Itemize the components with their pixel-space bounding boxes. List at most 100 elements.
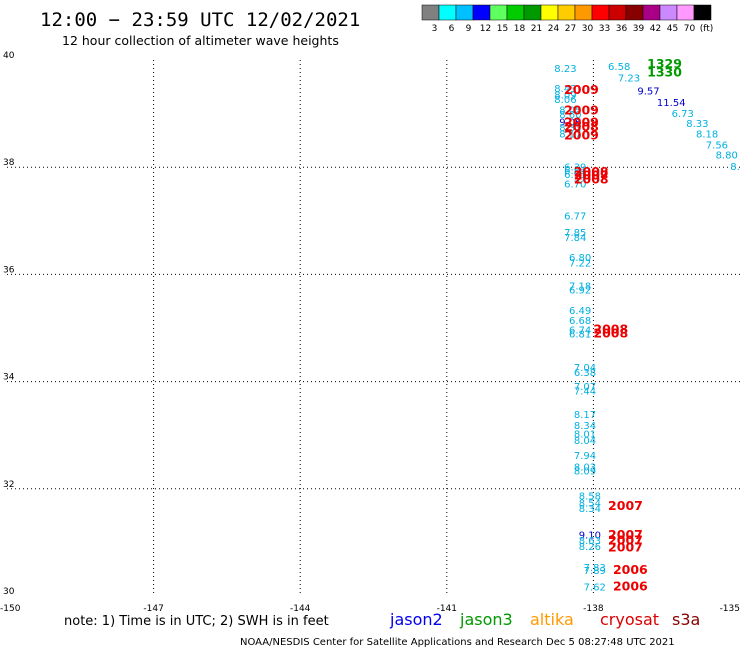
swh-value: 6.81 (564, 166, 586, 177)
swh-value: 8.17 (574, 410, 596, 421)
grid-lines (7, 60, 740, 596)
swh-value: 6.91 (564, 170, 586, 181)
swh-value: 9.57 (637, 86, 659, 97)
swh-values: 8.23 6.587.239.5711.546.738.338.187.568.8… (554, 62, 740, 593)
swh-value: 7.84 (564, 233, 586, 244)
pass-time-label: 2008 (574, 164, 609, 179)
pass-time-labels: 1329133013302009200920092008200920082007… (564, 56, 682, 594)
pass-time-label: 2007 (608, 498, 643, 513)
swh-value: 8.01 (574, 429, 596, 440)
pass-time-label: 1330 (647, 65, 682, 80)
colorbar-label: 6 (449, 24, 455, 34)
pass-time-label: 2007 (574, 168, 609, 183)
pass-time-label: 2007 (608, 533, 643, 548)
swh-value: 8.33 (686, 119, 708, 130)
swh-value: 6.70 (564, 180, 586, 191)
swh-value: 8.09 (554, 91, 576, 102)
swh-value: 6.39 (564, 162, 586, 173)
colorbar-swatch (693, 4, 712, 21)
x-tick-label: -138 (583, 604, 604, 614)
swh-value: 7.44 (574, 386, 596, 397)
x-tick-label: -150 (0, 604, 21, 614)
swh-value: 8.43 (554, 84, 576, 95)
swh-value: 8.63 (579, 536, 601, 547)
colorbar-label: 24 (548, 24, 560, 34)
swh-value: 7.62 (584, 583, 606, 594)
swh-value: 8.26 (579, 542, 601, 553)
colorbar-swatch (608, 4, 627, 21)
pass-time-label: 2008 (574, 171, 609, 186)
colorbar-swatch (625, 4, 644, 21)
colorbar-label: 70 (684, 24, 696, 34)
swh-value: 7.56 (706, 140, 728, 151)
swh-value: 7.18 (569, 281, 591, 292)
x-tick-label: -135 (720, 604, 740, 614)
colorbar-swatch (472, 4, 491, 21)
swh-value: 6.58 (608, 62, 630, 73)
pass-time-label: 2006 (613, 579, 648, 594)
credit-line: NOAA/NESDIS Center for Satellite Applica… (240, 637, 675, 648)
swh-value: 8.80 (716, 151, 738, 162)
colorbar-label: 18 (514, 24, 526, 34)
colorbar-swatch (642, 4, 661, 21)
colorbar-swatch (540, 4, 559, 21)
swh-value: 6.38 (574, 368, 596, 379)
x-tick-label: -147 (143, 604, 163, 614)
chart-title: 12:00 − 23:59 UTC 12/02/2021 (40, 9, 360, 31)
swh-value: 9.10 (579, 531, 601, 542)
colorbar-label: 21 (531, 24, 542, 34)
x-tick-label: -141 (437, 604, 457, 614)
swh-value: 7.23 (618, 73, 640, 84)
colorbar-label: 12 (480, 24, 491, 34)
swh-value: 7.04 (574, 363, 596, 374)
swh-value: 7.22 (569, 258, 591, 269)
axis-tick-labels: 30 32 34 36 38 40 -150 -147 -144 -141 -138 -135 (0, 51, 740, 614)
swh-value: 7.85 (564, 228, 586, 239)
swh-value: 6.92 (569, 286, 591, 297)
pass-time-label: 2008 (593, 321, 628, 336)
pass-time-label: 2007 (608, 527, 643, 542)
swh-value: 8.17 (559, 130, 581, 141)
y-tick-label: 38 (3, 158, 15, 168)
swh-value: 8.09 (574, 466, 596, 477)
swh-value: 9.06 (559, 117, 581, 128)
y-tick-label: 32 (3, 480, 14, 490)
swh-value: 6.73 (672, 109, 694, 120)
pass-time-label: 2009 (564, 82, 599, 97)
colorbar-label: 36 (616, 24, 628, 34)
swh-value: 8.60 (559, 110, 581, 121)
swh-value: 8.58 (579, 492, 601, 503)
colorbar-swatch (591, 4, 610, 21)
mission-label-s3a: s3a (672, 610, 700, 629)
y-tick-label: 40 (3, 51, 15, 61)
swh-value: 8.34 (579, 504, 601, 515)
swh-value: 7.94 (574, 451, 596, 462)
colorbar-label: 30 (582, 24, 594, 34)
mission-label-cryosat: cryosat (600, 610, 659, 629)
swh-value: 6.81 (569, 330, 591, 341)
colorbar-label: 15 (497, 24, 508, 34)
colorbar-swatch (557, 4, 576, 21)
colorbar-swatch (676, 4, 695, 21)
colorbar-swatch (506, 4, 525, 21)
colorbar-label: 42 (650, 24, 661, 34)
pass-time-label: 2007 (608, 540, 643, 555)
mission-label-jason3: jason3 (459, 610, 513, 629)
pass-time-label: 1329 (647, 56, 682, 71)
pass-time-label: 2009 (564, 103, 599, 118)
swh-value: 8.04 (574, 436, 596, 447)
mission-label-jason2: jason2 (389, 610, 443, 629)
swh-value: 8.54 (579, 498, 601, 509)
swh-value: 8.33 (559, 123, 581, 134)
colorbar-label: 3 (432, 24, 438, 34)
mission-legend: jason2 jason3 altika cryosat s3a (389, 610, 700, 629)
swh-value: 7.89 (584, 566, 606, 577)
pass-time-label: 2009 (564, 114, 599, 129)
colorbar-label: 9 (466, 24, 472, 34)
swh-value: 6.68 (569, 316, 591, 327)
pass-time-label: 2009 (564, 127, 599, 142)
swh-value: 6.80 (569, 253, 591, 264)
colorbar-swatch (421, 4, 440, 21)
swh-value: 8.34 (574, 421, 596, 432)
